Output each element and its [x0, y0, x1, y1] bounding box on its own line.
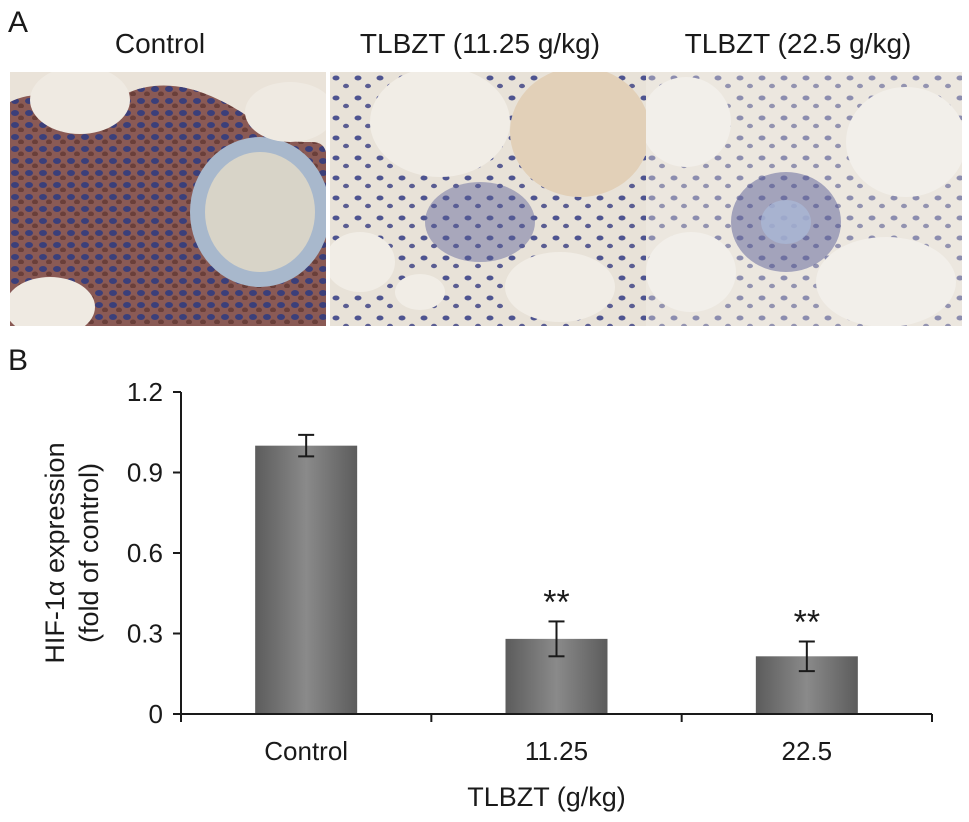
x-tick-label-2: 22.5	[782, 736, 833, 766]
bar-chart: Control ** 11.25 ** 22.5 0 0.3 0.6 0.9 1.2 TLBZT (…	[40, 377, 933, 812]
y-tick-label-2: 0.6	[127, 538, 163, 568]
x-tick-label-1: 11.25	[525, 736, 588, 766]
x-axis-title: TLBZT (g/kg)	[467, 782, 626, 812]
panel-b-letter: B	[8, 344, 29, 377]
significance-mark-2: **	[794, 604, 820, 642]
y-axis-title-line1: HIF-1α expression	[40, 442, 70, 663]
x-tick-label-0: Control	[264, 736, 348, 766]
panel-a-letter: A	[8, 6, 29, 39]
micrograph-low-dose	[330, 72, 646, 326]
y-tick-label-3: 0.9	[127, 458, 163, 488]
bar-0	[255, 445, 358, 714]
micrograph-control	[10, 72, 326, 326]
micrograph-title-control: Control	[114, 28, 206, 59]
micrograph-high-dose	[646, 72, 962, 326]
y-tick-label-4: 1.2	[127, 377, 163, 407]
micrograph-title-high-dose: TLBZT (22.5 g/kg)	[684, 28, 912, 59]
micrograph-title-low-dose: TLBZT (11.25 g/kg)	[359, 28, 601, 59]
y-tick-label-0: 0	[149, 699, 163, 729]
significance-mark-1: **	[543, 583, 569, 621]
y-tick-label-1: 0.3	[127, 619, 163, 649]
y-axis-title-line2: (fold of control)	[74, 463, 104, 643]
